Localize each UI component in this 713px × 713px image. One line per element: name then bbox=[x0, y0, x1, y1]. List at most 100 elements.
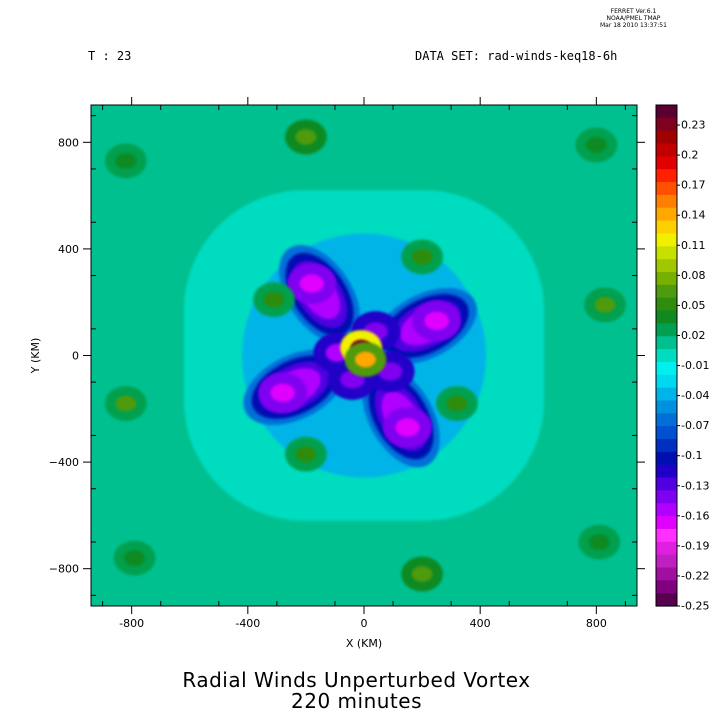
y-tick-label: 400 bbox=[58, 243, 79, 256]
colorbar-swatch bbox=[656, 451, 677, 466]
field-feature-core bbox=[299, 274, 324, 293]
colorbar-swatch bbox=[656, 464, 677, 479]
plot-title-line1: Radial Winds Unperturbed Vortex bbox=[182, 668, 531, 692]
colorbar-swatch bbox=[656, 503, 677, 517]
y-tick-label: −800 bbox=[49, 563, 79, 576]
colorbar-label: -0.25 bbox=[681, 600, 709, 613]
colorbar-swatch bbox=[656, 310, 677, 324]
colorbar-swatch bbox=[656, 323, 677, 337]
field-feature-core bbox=[424, 311, 449, 331]
colorbar-swatch bbox=[656, 156, 677, 170]
colorbar-swatch bbox=[656, 182, 677, 196]
colorbar-swatch bbox=[656, 400, 677, 414]
colorbar-label: -0.19 bbox=[681, 539, 709, 552]
colorbar-swatch bbox=[656, 117, 677, 132]
colorbar-swatch bbox=[656, 426, 677, 440]
colorbar-swatch bbox=[656, 336, 677, 350]
y-tick-label: 0 bbox=[72, 350, 79, 363]
field-feature-core bbox=[124, 550, 146, 566]
colorbar-swatch bbox=[656, 528, 677, 543]
x-tick-label: -800 bbox=[119, 617, 144, 630]
field-feature-core bbox=[115, 153, 137, 169]
colorbar-swatch bbox=[656, 387, 677, 402]
colorbar-swatch bbox=[656, 272, 677, 286]
colorbar-label: 0.11 bbox=[681, 239, 706, 252]
colorbar-swatch bbox=[656, 541, 677, 556]
x-axis: -800 -400 0 400 800 bbox=[102, 97, 626, 630]
colorbar-swatch bbox=[656, 207, 677, 222]
colorbar-swatch bbox=[656, 259, 677, 273]
x-axis-label: X (KM) bbox=[346, 637, 382, 650]
field-feature-core bbox=[263, 291, 285, 308]
colorbar-frame bbox=[655, 104, 678, 607]
colorbar-swatch bbox=[656, 593, 677, 607]
colorbar-label: -0.07 bbox=[681, 419, 709, 432]
y-axis-label: Y (KM) bbox=[29, 338, 42, 375]
colorbar-swatch bbox=[656, 246, 677, 260]
field-feature-core bbox=[295, 129, 317, 145]
colorbar-label: 0.02 bbox=[681, 329, 706, 342]
colorbar-swatch bbox=[656, 516, 677, 530]
field-feature-core bbox=[270, 383, 295, 402]
colorbar-swatch bbox=[656, 105, 677, 119]
colorbar-swatch bbox=[656, 580, 677, 594]
colorbar-swatch bbox=[656, 169, 677, 183]
colorbar-label: 0.23 bbox=[681, 119, 706, 132]
field-feature-core bbox=[115, 395, 137, 412]
contour-field bbox=[91, 105, 637, 606]
field-feature-core bbox=[395, 418, 420, 437]
ferret-date-line: Mar 18 2010 13:37:51 bbox=[600, 22, 667, 29]
colorbar-swatch bbox=[656, 284, 677, 299]
field-feature-core bbox=[446, 395, 468, 412]
colorbar-swatch bbox=[656, 220, 677, 235]
y-axis: −800 −400 0 400 800 bbox=[49, 115, 645, 596]
colorbar-swatch bbox=[656, 374, 677, 389]
field-feature-core bbox=[411, 566, 433, 582]
colorbar-label: 0.08 bbox=[681, 269, 706, 282]
colorbar-swatch bbox=[656, 233, 677, 247]
field-feature-core bbox=[411, 249, 433, 265]
ferret-org-line: NOAA/PMEL TMAP bbox=[606, 15, 661, 22]
x-tick-label: -400 bbox=[235, 617, 260, 630]
colorbar-label: 0.14 bbox=[681, 209, 706, 222]
colorbar-swatch bbox=[656, 143, 677, 157]
colorbar-swatch bbox=[656, 477, 677, 491]
colorbar-label: 0.05 bbox=[681, 299, 706, 312]
ferret-version-stamp: FERRET Ver.6.1 NOAA/PMEL TMAP Mar 18 201… bbox=[600, 8, 667, 29]
colorbar-swatch bbox=[656, 130, 677, 145]
y-tick-label: −400 bbox=[49, 456, 79, 469]
colorbar-label: 0.2 bbox=[681, 149, 699, 162]
x-tick-label: 800 bbox=[586, 617, 607, 630]
colorbar-label: -0.01 bbox=[681, 359, 709, 372]
ferret-version-line: FERRET Ver.6.1 bbox=[610, 8, 657, 15]
colorbar-label: -0.13 bbox=[681, 479, 709, 492]
colorbar-label: -0.16 bbox=[681, 509, 709, 522]
field-feature-core bbox=[588, 534, 610, 550]
plot-title-line2: 220 minutes bbox=[291, 689, 422, 713]
field-feature-core bbox=[295, 446, 317, 462]
colorbar-label: -0.04 bbox=[681, 389, 709, 402]
field-feature-core bbox=[585, 137, 607, 153]
x-tick-label: 400 bbox=[470, 617, 491, 630]
dataset-label: DATA SET: rad-winds-keq18-6h bbox=[415, 49, 618, 63]
colorbar-swatch bbox=[656, 413, 677, 427]
colorbar-swatch bbox=[656, 439, 677, 453]
x-tick-label: 0 bbox=[361, 617, 368, 630]
colorbar-swatch bbox=[656, 490, 677, 504]
colorbar-label: -0.1 bbox=[681, 449, 702, 462]
colorbar: 0.23 0.2 0.17 0.14 0.11 0.08 0.05 0.02 -0.01 -0.0… bbox=[655, 104, 709, 613]
colorbar-swatch bbox=[656, 349, 677, 363]
colorbar-swatch bbox=[656, 361, 677, 376]
field-feature-core bbox=[354, 351, 376, 368]
y-tick-label: 800 bbox=[58, 136, 79, 149]
contour-chart: -800 -400 0 400 800 −800 −400 0 400 800 X (KM) Y… bbox=[29, 97, 709, 650]
colorbar-label: 0.17 bbox=[681, 179, 706, 192]
colorbar-swatch bbox=[656, 567, 677, 581]
colorbar-swatch bbox=[656, 297, 677, 312]
field-feature-core bbox=[594, 297, 616, 313]
time-step-label: T : 23 bbox=[88, 49, 132, 63]
colorbar-swatch bbox=[656, 554, 677, 569]
plot-area: -800 -400 0 400 800 −800 −400 0 400 800 X (KM) Y… bbox=[29, 97, 709, 650]
colorbar-label: -0.22 bbox=[681, 569, 709, 582]
colorbar-swatch bbox=[656, 194, 677, 209]
